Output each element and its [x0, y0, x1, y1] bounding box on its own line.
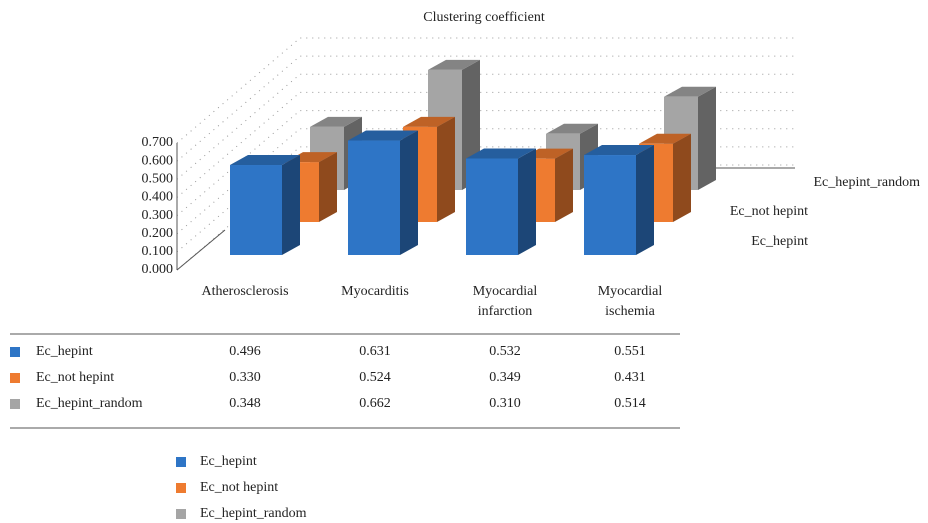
x-tick-label: Atherosclerosis — [201, 284, 289, 299]
bar-top — [428, 59, 480, 70]
bar-side — [437, 116, 455, 222]
row-label: Ec_hepint_random — [813, 175, 920, 190]
legend-swatch — [10, 347, 20, 357]
bar-side — [282, 155, 300, 255]
floor-edge — [176, 229, 226, 271]
bar-top — [348, 130, 418, 141]
y-tick-label: 0.500 — [142, 172, 174, 187]
table-cell: 0.551 — [614, 344, 646, 359]
bar-side — [673, 133, 691, 222]
y-tick-label: 0.100 — [142, 244, 174, 259]
table-cell: 0.514 — [614, 396, 646, 411]
table-row-label: Ec_not hepint — [36, 370, 114, 385]
bar-top — [403, 116, 455, 127]
table-cell: 0.431 — [614, 370, 646, 385]
bar — [230, 165, 282, 255]
table-cell: 0.330 — [229, 370, 261, 385]
legend-label: Ec_hepint — [200, 454, 257, 469]
bar — [348, 140, 400, 255]
table-cell: 0.662 — [359, 396, 391, 411]
x-tick-label: Myocardial infarction — [472, 284, 538, 319]
bar-top — [310, 116, 362, 127]
legend-label: Ec_not hepint — [200, 480, 278, 495]
y-tick-label: 0.400 — [142, 190, 174, 205]
table-row-label: Ec_hepint — [36, 344, 93, 359]
table-cell: 0.310 — [489, 396, 521, 411]
bar-top — [466, 148, 536, 159]
table-cell: 0.348 — [229, 396, 261, 411]
x-tick-label: Myocarditis — [341, 284, 409, 299]
y-tick-label: 0.000 — [142, 262, 174, 277]
y-tick-label: 0.700 — [142, 135, 174, 150]
bar-side — [400, 130, 418, 255]
bar-side — [555, 148, 573, 222]
bar-top — [546, 123, 598, 134]
bar — [584, 155, 636, 255]
table-cell: 0.349 — [489, 370, 521, 385]
row-label: Ec_not hepint — [730, 204, 808, 219]
legend-swatch — [176, 457, 186, 467]
bar-top — [230, 155, 300, 166]
bar-top — [639, 133, 691, 144]
legend-swatch — [10, 399, 20, 409]
bar-top — [664, 86, 716, 97]
bar-top — [584, 145, 654, 156]
legend-swatch — [176, 483, 186, 493]
x-tick-label: Myocardial ischemia — [597, 284, 663, 319]
y-tick-label: 0.300 — [142, 208, 174, 223]
y-tick-label: 0.600 — [142, 153, 174, 168]
table-cell: 0.524 — [359, 370, 391, 385]
bar-side — [698, 86, 716, 190]
y-tick-label: 0.200 — [142, 226, 174, 241]
bar — [466, 158, 518, 255]
bar-side — [636, 145, 654, 255]
table-cell: 0.496 — [229, 344, 261, 359]
table-row-label: Ec_hepint_random — [36, 396, 143, 411]
table-cell: 0.631 — [359, 344, 391, 359]
bar-side — [518, 148, 536, 255]
bar-side — [319, 152, 337, 222]
table-cell: 0.532 — [489, 344, 521, 359]
legend-swatch — [10, 373, 20, 383]
chart-title: Clustering coefficient — [423, 10, 545, 25]
row-label: Ec_hepint — [751, 234, 808, 249]
legend-label: Ec_hepint_random — [200, 506, 307, 521]
legend-swatch — [176, 509, 186, 519]
